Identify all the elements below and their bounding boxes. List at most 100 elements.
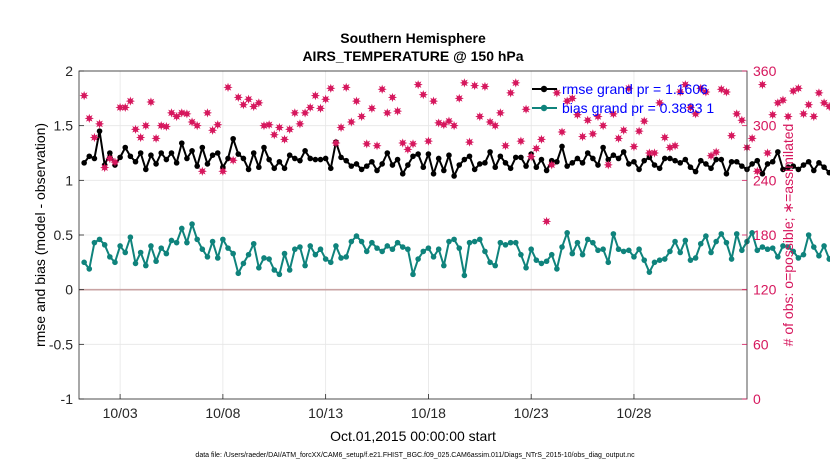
obs-count-marker xyxy=(804,100,814,110)
bias-point xyxy=(117,243,123,249)
obs-count-marker xyxy=(757,80,768,90)
rmse-point xyxy=(235,151,242,157)
rmse-point xyxy=(615,155,622,162)
bias-point xyxy=(667,248,673,255)
obs-count-marker xyxy=(439,120,449,130)
obs-count-marker xyxy=(726,131,737,141)
bias-point xyxy=(456,245,463,251)
bias-point xyxy=(435,246,442,253)
obs-count-marker xyxy=(428,96,439,106)
rmse-point xyxy=(816,160,822,166)
y-right-tick-label: 120 xyxy=(753,282,777,298)
obs-count-marker xyxy=(228,155,238,165)
rmse-point xyxy=(466,153,473,160)
rmse-point xyxy=(482,160,488,166)
rmse-point xyxy=(739,163,745,169)
obs-count-marker xyxy=(161,121,171,132)
bias-point xyxy=(446,238,452,245)
rmse-point xyxy=(415,151,421,157)
obs-count-marker xyxy=(634,126,644,136)
bias-point xyxy=(487,259,493,266)
obs-count-marker xyxy=(547,160,557,170)
obs-count-marker xyxy=(418,90,428,100)
obs-count-marker xyxy=(382,108,392,118)
rmse-point xyxy=(656,165,663,172)
obs-count-marker xyxy=(274,122,284,133)
rmse-point xyxy=(564,163,570,169)
rmse-point xyxy=(163,156,170,163)
bias-point xyxy=(605,259,612,266)
obs-count-marker xyxy=(752,166,762,176)
rmse-point xyxy=(477,161,483,167)
bias-point xyxy=(369,239,375,246)
bias-point xyxy=(461,272,468,279)
obs-count-marker xyxy=(372,141,382,151)
bias-point xyxy=(543,258,550,265)
rmse-point xyxy=(713,156,719,163)
obs-count-marker xyxy=(814,88,824,98)
bias-point xyxy=(780,243,786,249)
rmse-point xyxy=(363,163,370,169)
obs-count-marker xyxy=(233,92,243,103)
rmse-point xyxy=(728,158,735,165)
obs-count-marker xyxy=(675,87,685,97)
bias-point xyxy=(739,247,745,254)
rmse-point xyxy=(487,149,493,155)
bias-point xyxy=(733,231,740,237)
bias-point xyxy=(764,246,771,253)
rmse-point xyxy=(430,170,437,177)
obs-count-marker xyxy=(619,125,629,135)
rmse-point xyxy=(369,158,375,165)
obs-count-marker xyxy=(146,97,156,107)
rmse-point xyxy=(86,153,93,160)
rmse-point xyxy=(240,155,247,162)
bias-point xyxy=(363,248,370,255)
bias-point xyxy=(574,239,581,246)
y-axis-label: rmse and bias (model - observation) xyxy=(32,123,48,347)
obs-count-marker xyxy=(249,101,259,112)
rmse-point xyxy=(107,150,113,156)
rmse-point xyxy=(230,135,236,142)
bias-point xyxy=(661,256,668,262)
obs-count-marker xyxy=(84,113,94,123)
rmse-point xyxy=(723,170,730,177)
obs-count-marker xyxy=(737,115,747,125)
rmse-point xyxy=(785,164,791,171)
rmse-point xyxy=(91,155,98,162)
bias-point xyxy=(420,248,427,255)
bias-point xyxy=(240,260,247,267)
bias-point xyxy=(256,265,262,271)
bias-point xyxy=(81,259,87,266)
bias-point xyxy=(143,262,149,269)
obs-count-marker xyxy=(480,81,490,92)
obs-count-marker xyxy=(223,82,233,92)
obs-count-marker xyxy=(613,133,624,144)
y-right-tick-label: 0 xyxy=(753,391,761,407)
rmse-point xyxy=(286,152,293,158)
x-tick-label: 10/03 xyxy=(103,405,138,421)
bias-point xyxy=(127,234,134,240)
obs-count-marker xyxy=(151,133,161,144)
bias-point xyxy=(466,239,473,246)
bias-point xyxy=(507,239,514,246)
rmse-point xyxy=(677,160,683,166)
rmse-point xyxy=(749,161,755,167)
obs-count-marker xyxy=(331,138,341,148)
rmse-point xyxy=(410,153,416,160)
bias-point xyxy=(338,255,344,261)
rmse-point xyxy=(173,160,180,166)
legend-bias-marker xyxy=(540,104,548,112)
obs-count-marker xyxy=(454,93,464,103)
obs-count-marker xyxy=(367,103,377,113)
rmse-point xyxy=(451,173,457,179)
obs-count-marker xyxy=(583,115,593,125)
rmse-point xyxy=(266,156,272,163)
obs-count-marker xyxy=(408,139,418,149)
obs-count-marker xyxy=(531,143,541,154)
obs-count-marker xyxy=(470,80,480,91)
bias-point xyxy=(204,254,211,260)
rmse-point xyxy=(518,154,524,161)
rmse-point xyxy=(271,165,278,172)
y-right-tick-label: 180 xyxy=(753,227,777,243)
obs-count-marker xyxy=(639,116,649,126)
